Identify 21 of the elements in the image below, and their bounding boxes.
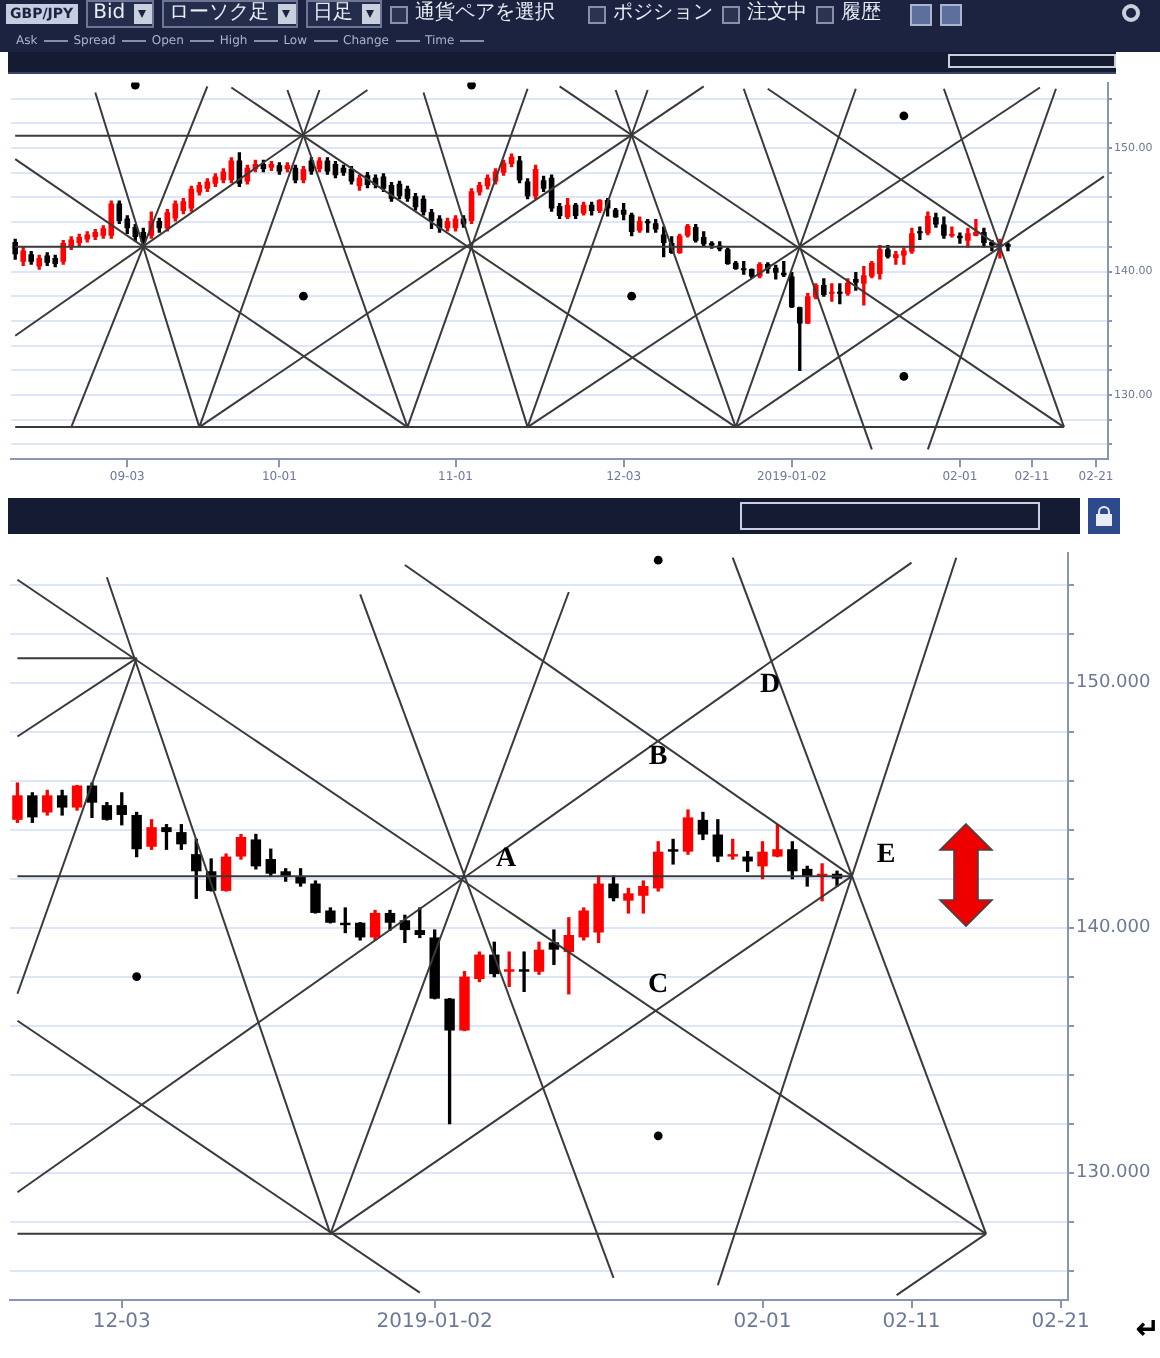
x-tick-label: 2019-01-02 (376, 1311, 493, 1334)
y-tick-label: 150.000 (1076, 673, 1151, 694)
text: 日足 (313, 2, 354, 26)
text: 履歴 (841, 2, 882, 26)
annotation: C (645, 968, 671, 1004)
text: ローソク足 (169, 2, 270, 26)
text: Bid (93, 2, 126, 26)
x-tick-label: 02-01 (733, 1311, 792, 1334)
annotation: E (874, 838, 898, 874)
text: ポジション (613, 2, 714, 26)
y-tick-label: 140.000 (1076, 918, 1151, 939)
x-tick-label: 02-21 (1031, 1311, 1090, 1334)
annotation: D (757, 668, 783, 704)
annotation: A (493, 842, 519, 878)
text: ↵ (1134, 1314, 1160, 1350)
text: 注文中 (747, 2, 808, 26)
y-tick-label: 130.000 (1076, 1163, 1151, 1184)
x-tick-label: 12-03 (92, 1311, 151, 1334)
text: 通貨ペアを選択 (415, 2, 556, 26)
annotation: B (646, 740, 670, 776)
x-tick-label: 02-11 (882, 1311, 941, 1334)
